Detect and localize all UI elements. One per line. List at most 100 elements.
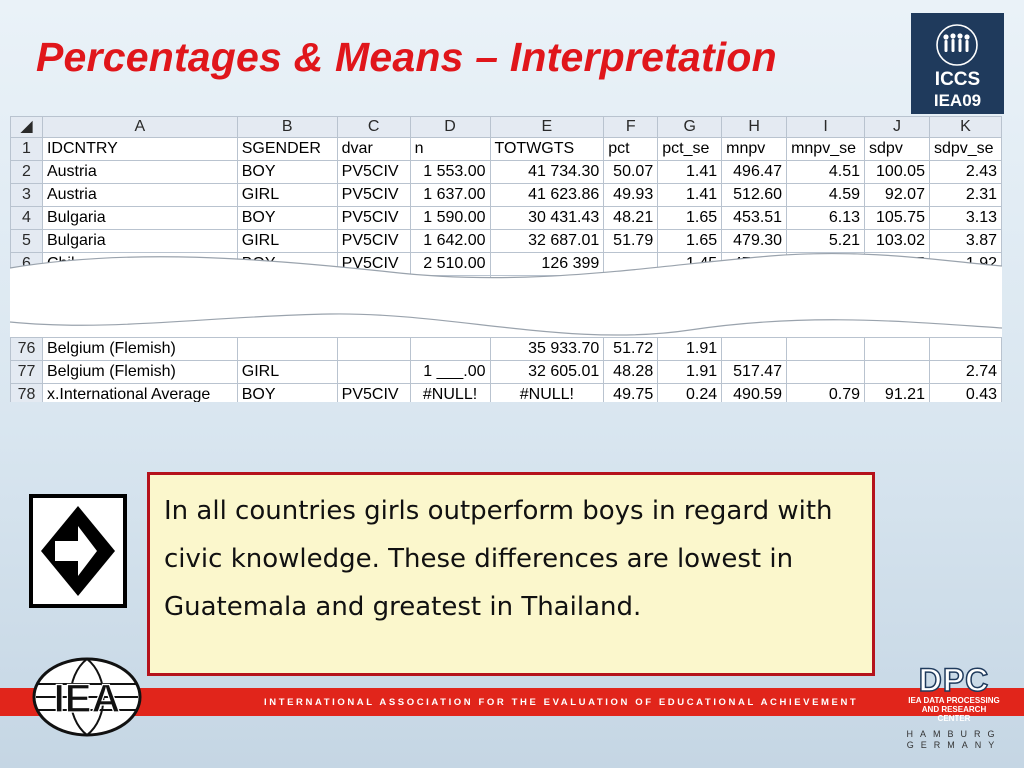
header-cell[interactable]: mnpv xyxy=(721,137,788,161)
iccs-logo-year: IEA09 xyxy=(933,91,982,110)
table-cell[interactable] xyxy=(786,360,866,384)
header-cell[interactable]: IDCNTRY xyxy=(41,137,238,161)
table-cell[interactable]: 1 590.00 xyxy=(409,206,491,230)
table-cell[interactable]: 1.91 xyxy=(657,337,723,361)
table-cell[interactable]: 1.91 xyxy=(657,360,723,384)
table-cell[interactable]: 91.21 xyxy=(864,383,930,402)
table-cell[interactable]: 1.41 xyxy=(657,183,723,207)
table-row: 77 Belgium (Flemish) GIRL 1 ___.00 32 605.01… xyxy=(10,360,1002,384)
table-cell[interactable]: Bulgaria xyxy=(41,206,238,230)
table-cell[interactable]: 5.21 xyxy=(786,229,866,253)
table-cell[interactable]: 103.02 xyxy=(864,229,930,253)
column-header-j[interactable]: J xyxy=(864,116,930,138)
header-cell[interactable]: sdpv_se xyxy=(928,137,1002,161)
table-cell[interactable] xyxy=(336,360,411,384)
column-header-c[interactable]: C xyxy=(336,116,411,138)
dpc-subtitle-1: IEA DATA PROCESSING xyxy=(908,696,1000,705)
dpc-subtitle-2: AND RESEARCH CENTER xyxy=(921,705,987,723)
table-row: 76 Belgium (Flemish) 35 933.70 51.72 1.91 xyxy=(10,337,1002,361)
table-cell[interactable]: 1.65 xyxy=(657,206,723,230)
table-row: 4 Bulgaria BOY PV5CIV 1 590.00 30 431.43 48.21… xyxy=(10,206,1002,230)
table-cell[interactable]: BOY xyxy=(236,383,338,402)
dpc-logo: DPC IEA DATA PROCESSING AND RESEARCH CEN… xyxy=(905,662,1003,751)
table-cell[interactable]: GIRL xyxy=(236,183,338,207)
table-cell[interactable]: 48.28 xyxy=(603,360,659,384)
table-cell[interactable]: #NULL! xyxy=(409,383,491,402)
table-cell[interactable]: BOY xyxy=(236,206,338,230)
table-cell[interactable]: 4.51 xyxy=(786,160,866,184)
table-cell[interactable]: 49.75 xyxy=(603,383,659,402)
header-cell[interactable]: mnpv_se xyxy=(786,137,866,161)
footer-org-name: INTERNATIONAL ASSOCIATION FOR THE EVALUA… xyxy=(264,697,859,708)
table-cell[interactable]: 517.47 xyxy=(721,360,788,384)
iccs-logo: ICCS IEA09 xyxy=(911,13,1004,114)
row-number[interactable]: 77 xyxy=(10,360,43,384)
dpc-city: HAMBURG xyxy=(906,729,1002,739)
slide-title: Percentages & Means – Interpretation xyxy=(36,34,777,80)
table-cell[interactable]: 512.60 xyxy=(721,183,788,207)
interpretation-note: In all countries girls outperform boys i… xyxy=(147,472,875,676)
table-row: 1 IDCNTRY SGENDER dvar n TOTWGTS pct pct_se mnp… xyxy=(10,137,1002,161)
table-cell[interactable]: Bulgaria xyxy=(41,229,238,253)
table-cell[interactable]: 126 399 xyxy=(489,252,605,276)
table-cell[interactable] xyxy=(864,360,930,384)
dpc-country: GERMANY xyxy=(906,740,1002,750)
table-cell[interactable]: x.International Average xyxy=(41,383,238,402)
table-cell[interactable]: 1.41 xyxy=(657,160,723,184)
table-cell[interactable]: 2.43 xyxy=(928,160,1002,184)
header-cell[interactable]: TOTWGTS xyxy=(489,137,605,161)
table-cell[interactable] xyxy=(409,337,491,361)
table-cell[interactable]: 0.24 xyxy=(657,383,723,402)
column-header-f[interactable]: F xyxy=(603,116,659,138)
column-header-i[interactable]: I xyxy=(786,116,866,138)
row-number[interactable]: 3 xyxy=(10,183,43,207)
table-cell[interactable]: 3.13 xyxy=(928,206,1002,230)
table-cell[interactable]: Belgium (Flemish) xyxy=(41,337,238,361)
column-header-d[interactable]: D xyxy=(409,116,491,138)
table-cell[interactable]: 105.75 xyxy=(864,206,930,230)
table-cell[interactable]: 35 933.70 xyxy=(489,337,605,361)
iccs-logo-text: ICCS xyxy=(934,69,981,90)
table-cell[interactable]: 1 637.00 xyxy=(409,183,491,207)
header-cell[interactable]: SGENDER xyxy=(236,137,338,161)
table-cell[interactable]: 41 623.86 xyxy=(489,183,605,207)
table-cell[interactable]: 100.05 xyxy=(864,160,930,184)
table-cell[interactable]: Belgium (Flemish) xyxy=(41,360,238,384)
table-cell[interactable]: 1 553.00 xyxy=(409,160,491,184)
table-cell[interactable]: 2 510.00 xyxy=(409,252,491,276)
table-cell[interactable]: PV5CIV xyxy=(336,183,411,207)
table-cell[interactable]: #NULL! xyxy=(489,383,605,402)
select-all-corner[interactable]: ◢ xyxy=(10,116,43,138)
table-cell[interactable]: 453.51 xyxy=(721,206,788,230)
row-number[interactable]: 2 xyxy=(10,160,43,184)
table-cell[interactable]: BOY xyxy=(236,160,338,184)
right-arrow-icon xyxy=(29,494,127,608)
table-row: 78 x.International Average BOY PV5CIV #NULL!… xyxy=(10,383,1002,402)
header-cell[interactable]: n xyxy=(409,137,491,161)
iea-logo-text: IEA xyxy=(54,677,121,721)
table-cell[interactable]: GIRL xyxy=(236,360,338,384)
dpc-logo-text: DPC xyxy=(918,662,990,698)
table-cell[interactable]: 496.47 xyxy=(721,160,788,184)
row-number[interactable]: 78 xyxy=(10,383,43,402)
table-cell[interactable]: 1 ___.00 xyxy=(409,360,491,384)
table-cell[interactable]: 41 734.30 xyxy=(489,160,605,184)
table-cell[interactable]: 479.30 xyxy=(721,229,788,253)
table-cell[interactable]: 32 605.01 xyxy=(489,360,605,384)
table-cell[interactable]: 2.31 xyxy=(928,183,1002,207)
torn-paper-gap xyxy=(10,253,1002,336)
table-cell[interactable]: PV5CIV xyxy=(336,383,411,402)
header-cell[interactable]: pct xyxy=(603,137,659,161)
table-cell[interactable]: GIRL xyxy=(236,229,338,253)
iea-globe-logo: IEA xyxy=(32,657,142,737)
table-cell[interactable]: 0.43 xyxy=(928,383,1002,402)
table-cell[interactable]: 30 431.43 xyxy=(489,206,605,230)
table-cell[interactable]: 0.79 xyxy=(786,383,866,402)
people-icon xyxy=(936,24,978,66)
table-cell[interactable]: 490.59 xyxy=(721,383,788,402)
footer-band xyxy=(0,688,1024,716)
column-header-a[interactable]: A xyxy=(41,116,238,138)
